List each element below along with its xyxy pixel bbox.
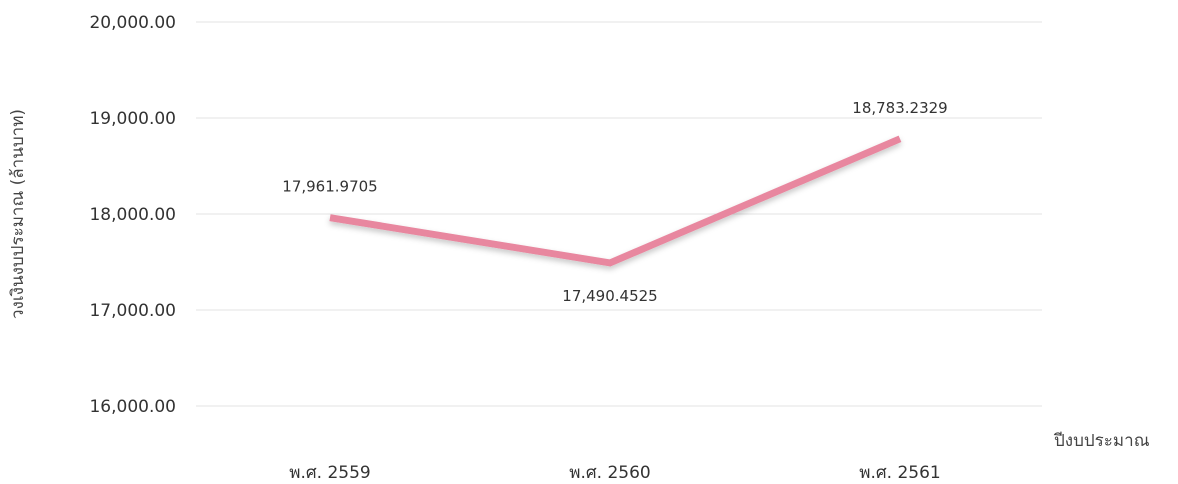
y-axis-title: วงเงินงบประมาณ (ล้านบาท) (8, 109, 28, 319)
data-labels: 17,961.9705 17,490.4525 18,783.2329 (282, 99, 947, 305)
data-label: 18,783.2329 (852, 99, 947, 117)
x-tick-label: พ.ศ. 2559 (289, 463, 370, 483)
x-tick-label: พ.ศ. 2561 (859, 463, 940, 483)
y-tick-label: 18,000.00 (89, 205, 176, 225)
y-tick-label: 17,000.00 (89, 301, 176, 321)
data-label: 17,490.4525 (562, 287, 657, 305)
data-label: 17,961.9705 (282, 178, 377, 196)
y-tick-label: 19,000.00 (89, 109, 176, 129)
x-axis-title: ปีงบประมาณ (1053, 431, 1150, 451)
gridlines (196, 21, 1042, 407)
y-axis-ticks: 16,000.00 17,000.00 18,000.00 19,000.00 20,0… (89, 13, 176, 417)
series-line (329, 135, 902, 267)
series-layer (329, 135, 902, 267)
x-tick-label: พ.ศ. 2560 (569, 463, 650, 483)
y-tick-label: 20,000.00 (89, 13, 176, 33)
x-axis-ticks: พ.ศ. 2559 พ.ศ. 2560 พ.ศ. 2561 (289, 463, 940, 483)
y-tick-label: 16,000.00 (89, 397, 176, 417)
